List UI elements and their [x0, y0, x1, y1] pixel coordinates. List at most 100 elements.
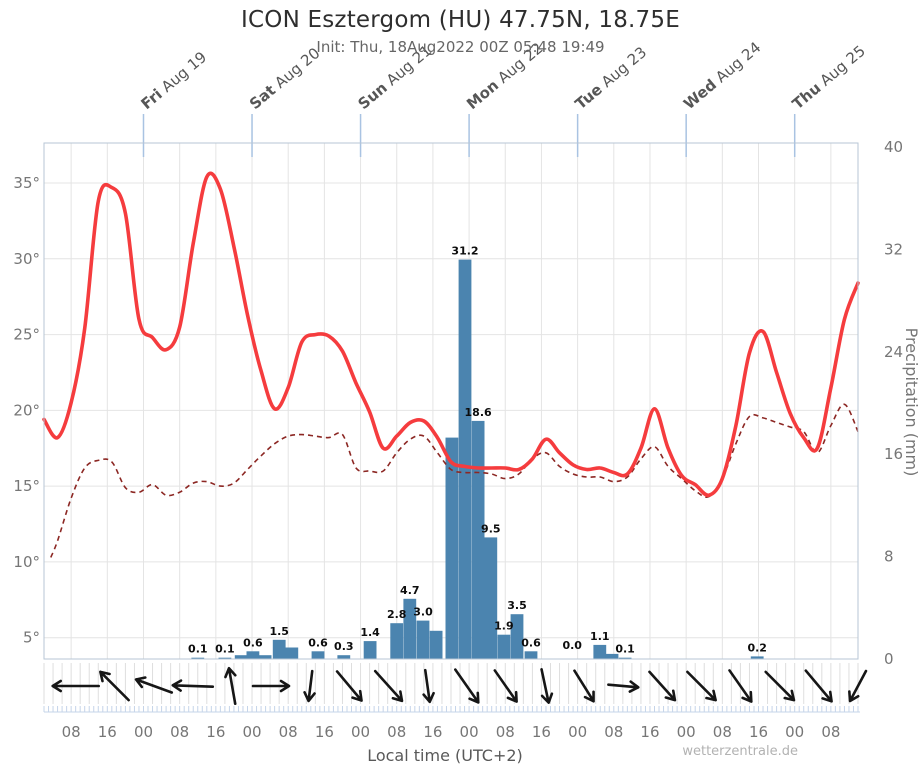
precip-bar — [403, 598, 417, 659]
precip-bar — [484, 537, 498, 659]
x-axis-tick-label: 00 — [134, 723, 153, 741]
x-axis-tick-label: 00 — [242, 723, 261, 741]
bar-value-label: 31.2 — [451, 245, 478, 258]
bar-value-label: 1.5 — [269, 625, 289, 638]
precip-bar — [258, 655, 272, 659]
x-axis-tick-label: 16 — [315, 723, 334, 741]
x-axis-title: Local time (UTC+2) — [367, 746, 523, 765]
wind-arrow — [540, 668, 554, 704]
x-axis-tick-label: 08 — [62, 723, 81, 741]
wind-arrow — [493, 669, 518, 703]
precip-bar — [445, 437, 459, 659]
day-label: Fri Aug 19 — [137, 48, 210, 113]
bar-value-label: 18.6 — [465, 406, 492, 419]
precip-bar — [234, 655, 248, 659]
precip-bar — [471, 420, 485, 659]
precip-bar — [510, 614, 524, 659]
x-axis-tick-label: 16 — [532, 723, 551, 741]
precip-bar — [337, 655, 351, 659]
bar-value-label: 3.0 — [413, 606, 433, 619]
y-axis-temp-label: 10° — [13, 553, 40, 571]
y-axis-temp-label: 20° — [13, 401, 40, 419]
precip-bar — [416, 620, 430, 659]
x-axis-tick-label: 08 — [170, 723, 189, 741]
wind-arrow — [686, 670, 717, 702]
bar-value-label: 1.4 — [360, 626, 380, 639]
bar-value-label: 1.1 — [590, 630, 610, 643]
y-axis-temp-label: 5° — [23, 629, 40, 647]
bar-value-label: 0.3 — [334, 640, 354, 653]
wind-arrow — [51, 679, 100, 693]
bar-value-label: 2.8 — [387, 608, 407, 621]
wind-arrow — [728, 669, 753, 703]
y-axis-temp-label: 15° — [13, 477, 40, 495]
precip-bar — [191, 657, 205, 659]
wind-arrow — [303, 669, 316, 703]
x-axis-tick-label: 08 — [387, 723, 406, 741]
x-axis-tick-label: 08 — [279, 723, 298, 741]
y-axis-precip-label: 0 — [884, 650, 894, 668]
wind-arrow — [251, 679, 291, 693]
wind-arrow — [373, 669, 404, 703]
wind-arrow — [171, 679, 215, 692]
wind-arrow — [573, 669, 595, 703]
wind-arrow — [99, 670, 130, 702]
bar-value-label: 9.5 — [481, 522, 501, 535]
page-title: ICON Esztergom (HU) 47.75N, 18.75E — [241, 7, 680, 33]
wind-arrow — [804, 669, 833, 703]
x-axis-tick-label: 08 — [604, 723, 623, 741]
precip-bar — [618, 657, 632, 659]
precip-bar — [429, 630, 443, 659]
x-axis-tick-label: 00 — [568, 723, 587, 741]
plot-border — [43, 142, 859, 660]
bar-value-label: 0.6 — [521, 636, 541, 649]
y-axis-precip-label: 32 — [884, 240, 903, 258]
wind-arrow — [224, 666, 237, 706]
precip-bar — [246, 651, 260, 659]
temperature-line — [42, 171, 860, 498]
precip-bar — [218, 657, 232, 659]
y-axis-temp-label: 35° — [13, 174, 40, 192]
precip-bar — [524, 651, 538, 659]
y-axis-precip-label: 16 — [884, 445, 903, 463]
y-axis-temp-label: 25° — [13, 326, 40, 344]
wind-arrow — [422, 668, 435, 704]
x-axis-tick-label: 08 — [713, 723, 732, 741]
x-axis-tick-label: 16 — [640, 723, 659, 741]
bar-value-label: 0.6 — [243, 636, 263, 649]
precip-bar — [285, 647, 299, 659]
y-axis-precip-label: 8 — [884, 548, 894, 566]
bar-value-label: 3.5 — [507, 599, 527, 612]
bar-value-label: 0.2 — [747, 641, 767, 654]
bar-value-label: 0.0 — [562, 639, 582, 652]
bar-value-label: 0.6 — [308, 636, 328, 649]
y-axis-temp-label: 30° — [13, 250, 40, 268]
y-axis-precip-title: Precipitation (mm) — [902, 328, 921, 477]
wind-arrow — [648, 670, 677, 702]
wind-arrow — [848, 669, 868, 703]
x-axis-tick-label: 00 — [785, 723, 804, 741]
wind-arrow — [454, 668, 480, 704]
x-axis-tick-label: 08 — [496, 723, 515, 741]
x-axis-tick-label: 16 — [206, 723, 225, 741]
x-axis-tick-label: 16 — [749, 723, 768, 741]
bar-value-label: 0.1 — [615, 643, 635, 656]
precip-bar — [311, 651, 325, 659]
x-axis-tick-label: 00 — [677, 723, 696, 741]
precip-bar — [390, 623, 404, 659]
precip-bar — [593, 644, 607, 659]
precip-bar — [272, 639, 286, 659]
bar-value-label: 0.1 — [188, 643, 208, 656]
watermark: wetterzentrale.de — [682, 744, 798, 759]
y-axis-precip-label: 40 — [884, 138, 903, 156]
precip-bar — [363, 641, 377, 659]
y-axis-precip-label: 24 — [884, 343, 903, 361]
dewpoint-line — [50, 403, 859, 558]
precip-bar — [458, 259, 472, 659]
wind-arrow — [764, 670, 796, 702]
x-axis-tick-label: 08 — [821, 723, 840, 741]
wind-arrow — [607, 680, 640, 693]
wind-arrow — [335, 670, 363, 702]
